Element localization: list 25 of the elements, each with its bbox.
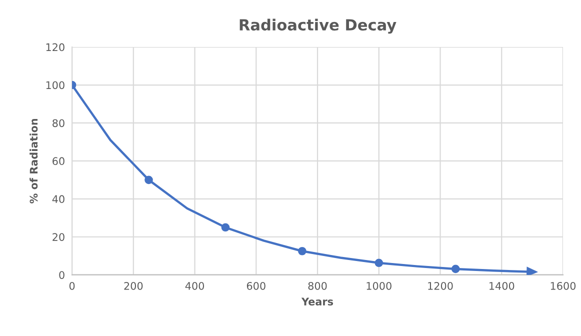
- x-tick-label: 1000: [366, 282, 392, 290]
- y-axis-title: % of Radiation: [30, 118, 38, 204]
- x-tick-label: 1400: [490, 282, 514, 290]
- x-tick-label: 200: [124, 282, 143, 290]
- point: [144, 176, 153, 184]
- point: [221, 223, 230, 232]
- chart-title: Radioactive Decay: [240, 18, 396, 34]
- x-tick-label: 800: [308, 282, 327, 290]
- y-tick-label: 120: [46, 43, 64, 52]
- point: [298, 246, 306, 256]
- x-tick-label: 600: [246, 282, 266, 290]
- y-tick-label: 60: [52, 157, 64, 166]
- point: [526, 266, 537, 275]
- y-tick-label: 40: [52, 195, 64, 204]
- point: [451, 264, 460, 274]
- x-tick-label: 1600: [550, 282, 576, 290]
- x-tick-label: 400: [185, 282, 204, 290]
- point: [374, 258, 384, 268]
- y-tick-label: 100: [46, 81, 64, 90]
- x-tick-label: 0: [69, 282, 75, 290]
- x-axis-title: Years: [301, 298, 334, 306]
- y-tick-label: 0: [59, 271, 64, 279]
- x-tick-label: 1200: [428, 282, 453, 290]
- y-tick-label: 80: [52, 119, 64, 128]
- y-tick-label: 20: [52, 233, 64, 241]
